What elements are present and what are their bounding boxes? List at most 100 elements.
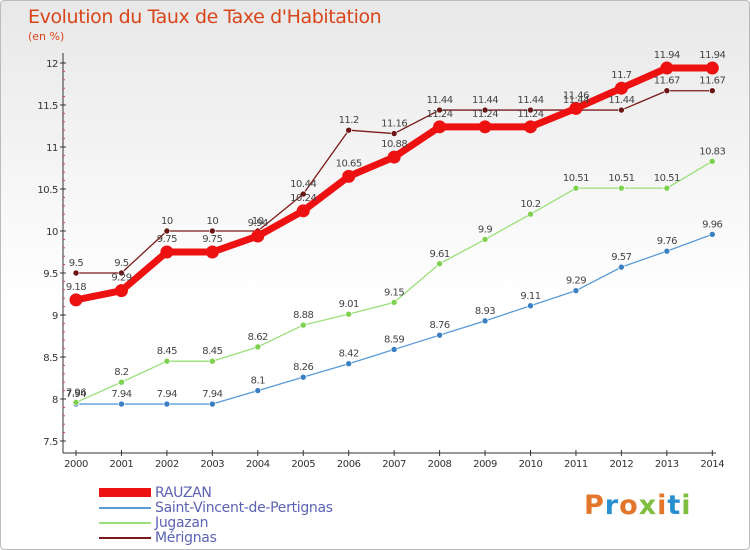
data-label-jugazan: 10.51 [654, 173, 680, 184]
data-point-rauzan [160, 245, 174, 259]
data-point-jugazan [163, 357, 171, 365]
y-tick-label: 11.5 [37, 101, 58, 112]
legend-swatch-jugazan [99, 522, 151, 524]
data-label-m-rignas: 9.5 [114, 258, 129, 269]
x-tick-label: 2009 [473, 459, 497, 470]
data-label-saint-vincent-de-pertignas: 7.94 [157, 389, 177, 400]
data-point-saint-vincent-de-pertignas [163, 400, 171, 408]
x-tick-label: 2007 [382, 459, 406, 470]
data-point-saint-vincent-de-pertignas [118, 400, 125, 408]
data-label-saint-vincent-de-pertignas: 8.26 [293, 362, 313, 373]
data-label-jugazan: 10.51 [563, 173, 589, 184]
data-label-m-rignas: 11.44 [427, 95, 453, 106]
data-label-saint-vincent-de-pertignas: 8.59 [384, 334, 404, 345]
data-label-saint-vincent-de-pertignas: 7.94 [66, 389, 86, 400]
data-point-m-rignas [708, 87, 716, 95]
data-label-rauzan: 11.46 [563, 90, 589, 101]
data-point-jugazan [118, 378, 125, 386]
data-point-jugazan [436, 260, 443, 268]
data-label-jugazan: 10.83 [699, 146, 725, 157]
data-label-saint-vincent-de-pertignas: 9.11 [520, 291, 540, 302]
data-point-m-rignas [299, 190, 307, 198]
data-point-jugazan [72, 399, 80, 406]
data-point-m-rignas [390, 130, 398, 137]
legend-label-jugazan: Jugazan [155, 515, 209, 531]
logo-letter: i [681, 490, 692, 521]
logo-letter: t [667, 490, 682, 521]
data-point-rauzan [296, 204, 310, 218]
legend-label-merignas: Mérignas [155, 530, 217, 546]
data-point-saint-vincent-de-pertignas [527, 302, 534, 310]
y-tick-label: 7.5 [43, 437, 58, 448]
y-tick-label: 10.5 [37, 185, 58, 196]
legend-label-rauzan: RAUZAN [155, 485, 212, 501]
data-point-rauzan [660, 61, 674, 75]
y-tick-label: 9.5 [43, 269, 58, 280]
data-point-m-rignas [618, 106, 625, 114]
y-tick-label: 11 [46, 143, 58, 154]
data-label-rauzan: 10.88 [381, 139, 407, 150]
data-label-saint-vincent-de-pertignas: 8.76 [429, 320, 449, 331]
data-label-m-rignas: 9.5 [69, 258, 84, 269]
data-point-rauzan [614, 81, 628, 95]
x-tick-label: 2005 [291, 459, 315, 470]
y-tick-label: 9 [52, 311, 58, 322]
legend-swatch-saint-vincent [99, 507, 151, 509]
data-label-rauzan: 9.75 [202, 234, 222, 245]
data-point-saint-vincent-de-pertignas [481, 317, 489, 325]
data-point-rauzan [251, 229, 265, 243]
data-point-rauzan [569, 101, 583, 115]
legend-item-saint-vincent: Saint-Vincent-de-Pertignas [99, 500, 399, 516]
data-point-m-rignas [72, 269, 80, 277]
data-label-m-rignas: 11.67 [699, 76, 725, 87]
x-tick-label: 2002 [155, 459, 179, 470]
data-label-m-rignas: 11.44 [517, 95, 543, 106]
data-label-m-rignas: 11.67 [654, 76, 680, 87]
y-tick-label: 8.5 [43, 353, 58, 364]
data-label-rauzan: 9.29 [111, 273, 131, 284]
data-label-rauzan: 11.24 [427, 109, 453, 120]
data-label-saint-vincent-de-pertignas: 9.96 [702, 219, 722, 230]
data-point-rauzan [478, 120, 492, 134]
x-tick-label: 2008 [428, 459, 452, 470]
data-label-rauzan: 10.65 [336, 158, 362, 169]
data-label-jugazan: 9.01 [339, 299, 359, 310]
data-point-saint-vincent-de-pertignas [436, 331, 443, 339]
chart-subtitle: (en %) [28, 30, 65, 43]
data-point-saint-vincent-de-pertignas [663, 247, 671, 255]
data-label-jugazan: 10.51 [608, 173, 634, 184]
legend-item-merignas: Mérignas [99, 530, 399, 546]
data-point-saint-vincent-de-pertignas [572, 287, 580, 294]
data-label-jugazan: 8.45 [202, 346, 222, 357]
x-tick-label: 2013 [655, 459, 679, 470]
x-tick-label: 2010 [519, 459, 543, 470]
data-point-rauzan [433, 120, 447, 134]
x-tick-label: 2001 [110, 459, 134, 470]
legend-swatch-rauzan [99, 488, 151, 497]
x-tick-label: 2012 [609, 459, 633, 470]
data-label-rauzan: 11.24 [517, 109, 543, 120]
data-point-m-rignas [527, 106, 534, 114]
data-point-jugazan [209, 357, 216, 365]
x-tick-label: 2014 [700, 459, 724, 470]
data-point-m-rignas [436, 106, 443, 114]
x-tick-label: 2011 [564, 459, 588, 470]
legend-swatch-merignas [99, 537, 151, 539]
data-point-saint-vincent-de-pertignas [254, 387, 262, 394]
legend-label-saint-vincent: Saint-Vincent-de-Pertignas [155, 500, 333, 516]
data-label-saint-vincent-de-pertignas: 9.76 [657, 236, 677, 247]
data-label-jugazan: 9.9 [478, 224, 493, 235]
data-point-m-rignas [163, 227, 171, 235]
y-tick-label: 12 [46, 59, 58, 70]
data-point-rauzan [205, 245, 219, 259]
data-point-jugazan [708, 157, 716, 165]
data-label-rauzan: 11.7 [611, 70, 631, 81]
data-point-rauzan [69, 293, 83, 307]
data-label-saint-vincent-de-pertignas: 7.94 [202, 389, 222, 400]
data-point-rauzan [524, 120, 537, 134]
logo-letter: r [604, 490, 620, 521]
data-label-saint-vincent-de-pertignas: 7.94 [111, 389, 131, 400]
data-point-rauzan [114, 284, 128, 298]
